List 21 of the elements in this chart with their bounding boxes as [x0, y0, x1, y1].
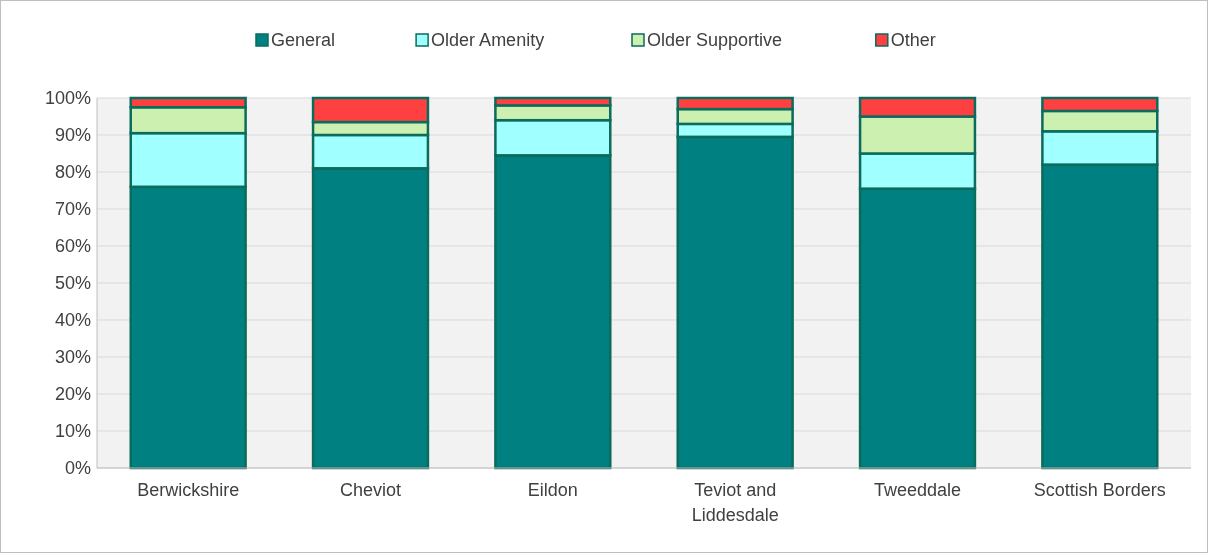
y-tick-label: 80% — [54, 162, 91, 183]
y-tick-label: 100% — [44, 88, 91, 109]
y-tick-label: 50% — [54, 273, 91, 294]
legend-label: Other — [890, 30, 936, 51]
y-tick-label: 40% — [54, 310, 91, 331]
y-tick-label: 10% — [54, 421, 91, 442]
y-tick-label: 60% — [54, 236, 91, 257]
legend-label: Older Supportive — [647, 30, 783, 51]
y-tick-label: 20% — [54, 384, 91, 405]
x-tick-label: Cheviot — [339, 480, 402, 500]
legend-label: Older Amenity — [431, 30, 545, 51]
legend-label: General — [271, 30, 336, 51]
x-tick-label: Eildon — [527, 480, 578, 500]
x-tick-label: Teviot and Liddesdale — [691, 480, 779, 525]
y-tick-label: 70% — [54, 199, 91, 220]
x-tick-label: Tweeddale — [873, 480, 962, 500]
y-tick-label: 0% — [64, 458, 91, 479]
y-tick-label: 30% — [54, 347, 91, 368]
x-tick-label: Scottish Borders — [1033, 480, 1166, 500]
y-tick-label: 90% — [54, 125, 91, 146]
x-tick-label: Berwickshire — [137, 480, 240, 500]
